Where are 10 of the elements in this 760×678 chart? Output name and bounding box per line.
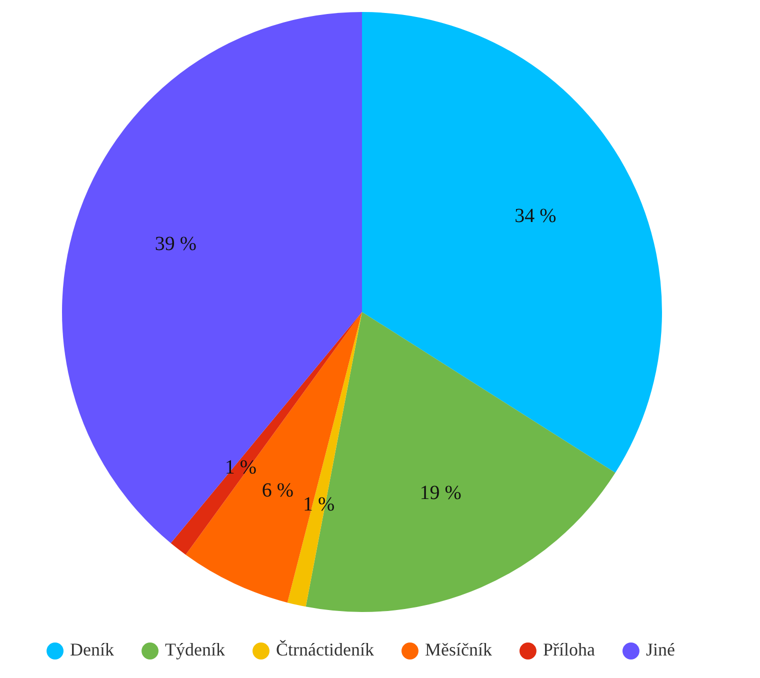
data-label: 6 %: [262, 479, 294, 502]
data-label: 39 %: [154, 233, 197, 256]
legend-label: Čtrnáctideník: [276, 640, 374, 660]
legend-label: Měsíčník: [424, 640, 492, 660]
legend-label: Jiné: [646, 640, 675, 660]
legend-label: Deník: [70, 640, 114, 660]
data-label: 19 %: [420, 482, 462, 504]
data-label: 34 %: [514, 204, 556, 227]
legend-label: Příloha: [542, 640, 595, 660]
legend-label: Týdeník: [165, 640, 226, 660]
